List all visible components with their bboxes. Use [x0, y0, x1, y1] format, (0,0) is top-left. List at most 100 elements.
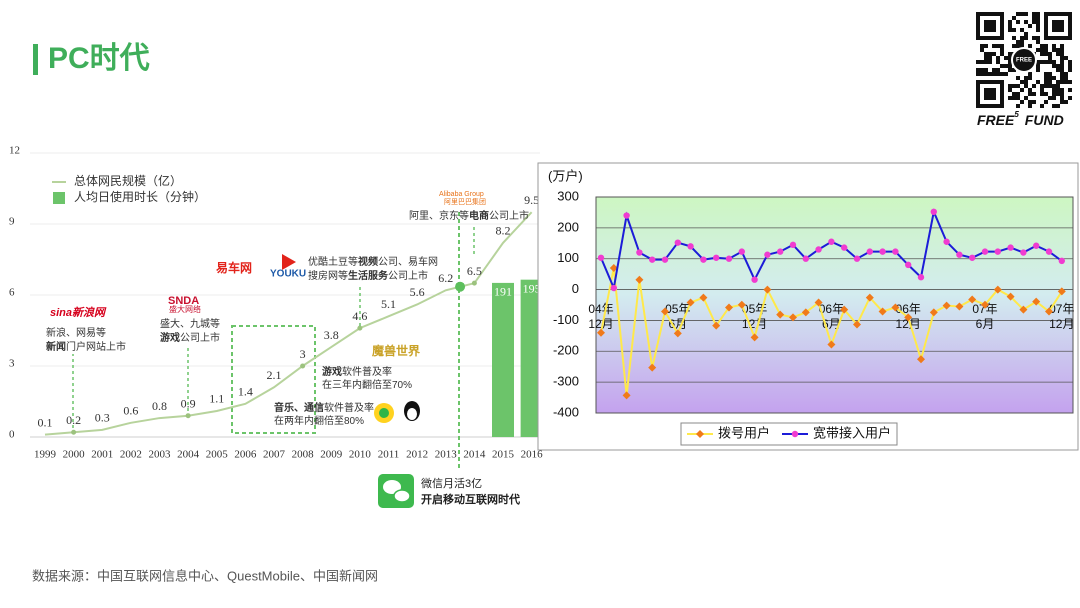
qr-cell	[1024, 32, 1028, 36]
qr-cell	[992, 68, 996, 72]
point-marker	[828, 238, 835, 245]
x-tick-label: 2005	[206, 449, 229, 461]
value-label: 6.5	[467, 264, 482, 278]
point-marker	[879, 248, 886, 255]
qr-cell	[1004, 64, 1008, 68]
qr-cell	[1044, 72, 1048, 76]
logo-text: 盛大网络	[169, 304, 201, 314]
annotation-segment: 盛大、九城等	[160, 317, 220, 330]
point-marker	[636, 249, 643, 256]
qr-cell	[1012, 44, 1016, 48]
qr-cell	[1020, 88, 1024, 92]
point-marker	[725, 255, 733, 262]
qr-cell	[1056, 80, 1060, 84]
qr-cell	[1068, 96, 1072, 100]
qr-cell	[1048, 80, 1052, 84]
qr-cell	[1052, 44, 1056, 48]
qr-cell	[1016, 92, 1020, 96]
qr-cell	[1040, 104, 1044, 108]
qr-finder	[984, 88, 996, 100]
point-marker	[673, 329, 682, 338]
qr-cell	[1028, 104, 1032, 108]
qr-cell	[980, 44, 984, 48]
point-marker	[648, 363, 657, 372]
qr-cell	[992, 44, 996, 48]
y-tick-label: 12	[9, 145, 20, 157]
point-marker	[776, 310, 785, 319]
point-marker	[789, 313, 797, 322]
qr-finder	[1052, 20, 1064, 32]
annotation-keyword: 生活服务	[348, 269, 389, 282]
annotation-text: 搜房网等生活服务公司上市	[308, 269, 428, 282]
value-label: 0.3	[95, 411, 110, 425]
qr-cell	[1040, 60, 1044, 64]
x-tick-label: 2013	[435, 449, 458, 461]
qr-cell	[1024, 20, 1028, 24]
qr-cell	[1040, 44, 1044, 48]
qr-cell	[1020, 40, 1024, 44]
x-tick-label: 2007	[263, 449, 286, 461]
qr-cell	[988, 60, 992, 64]
x-tick-label: 2011	[378, 449, 400, 461]
households-chart: (万户)-400-300-200-100010020030004年12月05年6…	[537, 162, 1079, 451]
point-marker	[713, 254, 720, 261]
annotation-text: 游戏公司上市	[160, 331, 220, 344]
point-marker	[929, 308, 938, 317]
qr-cell	[1036, 80, 1040, 84]
annotation-text: 游戏软件普及率	[322, 365, 392, 378]
legend-label: 宽带接入用户	[813, 425, 891, 440]
qr-cell	[996, 68, 1000, 72]
plot-area	[595, 196, 1074, 414]
point-marker	[300, 363, 306, 369]
point-marker	[840, 305, 849, 314]
qr-cell	[1040, 84, 1044, 88]
annotation-segment: 在三年内翻倍至70%	[322, 378, 412, 391]
point-marker	[892, 248, 899, 255]
point-marker	[635, 275, 644, 284]
annotation-keyword: 音乐、通信	[274, 401, 324, 414]
qr-cell	[988, 72, 992, 76]
annotation-segment: 优酷土豆等	[308, 255, 358, 268]
annotation-segment: 软件普及率	[342, 365, 392, 378]
annotation-text: 音乐、通信软件普及率	[274, 401, 374, 414]
point-marker	[661, 256, 669, 263]
logo-text: SNDA	[168, 295, 199, 307]
qr-cell	[1016, 40, 1020, 44]
qr-cell	[1020, 100, 1024, 104]
point-marker	[904, 313, 913, 322]
logo-text: 魔兽世界	[372, 343, 420, 358]
annotation-segment: 搜房网等	[308, 269, 348, 282]
x-tick-label: 2004	[177, 449, 200, 461]
point-marker	[815, 246, 822, 253]
x-tick-label: 12月	[588, 317, 613, 331]
bar-label: 191	[494, 285, 512, 299]
qr-cell	[1060, 76, 1064, 80]
qr-cell	[1020, 12, 1024, 16]
qr-cell	[1064, 80, 1068, 84]
annotation-text: 在两年内翻倍至80%	[274, 414, 364, 427]
qr-cell	[1064, 100, 1068, 104]
qr-cell	[1016, 96, 1020, 100]
annotation-segment: 公司上市	[388, 269, 428, 282]
point-marker	[955, 302, 964, 311]
qr-cell	[984, 56, 988, 60]
qr-cell	[1064, 76, 1068, 80]
qr-cell	[996, 44, 1000, 48]
qr-cell	[1000, 44, 1004, 48]
qr-cell	[1056, 48, 1060, 52]
qr-cell	[1008, 60, 1012, 64]
qr-cell	[1048, 56, 1052, 60]
qr-cell	[1028, 88, 1032, 92]
qr-cell	[996, 56, 1000, 60]
point-marker	[1033, 242, 1040, 249]
qr-cell	[1008, 52, 1012, 56]
annotation-segment: 门户网站上市	[66, 340, 126, 353]
qr-cell	[1060, 72, 1064, 76]
point-marker	[597, 328, 605, 337]
qr-cell	[1044, 92, 1048, 96]
logo-text: Alibaba Group	[439, 191, 484, 198]
point-marker	[1019, 305, 1028, 314]
point-marker	[969, 254, 976, 261]
qr-cell	[1040, 88, 1044, 92]
point-marker	[942, 301, 951, 310]
